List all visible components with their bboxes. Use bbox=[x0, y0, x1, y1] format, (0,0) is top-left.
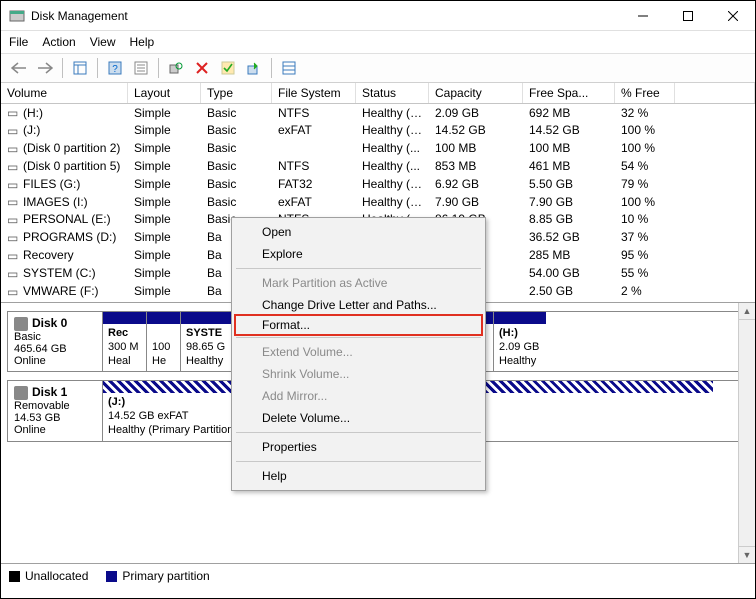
forward-button[interactable] bbox=[33, 57, 57, 79]
partition[interactable]: (H:)2.09 GBHealthy bbox=[494, 312, 546, 371]
table-row[interactable]: ▭(H:)SimpleBasicNTFSHealthy (P...2.09 GB… bbox=[1, 104, 755, 122]
scroll-down-icon[interactable]: ▼ bbox=[739, 546, 755, 563]
legend-unallocated: Unallocated bbox=[9, 569, 88, 583]
menubar: File Action View Help bbox=[1, 31, 755, 54]
show-hide-button[interactable] bbox=[68, 57, 92, 79]
menu-help[interactable]: Help bbox=[130, 35, 155, 49]
svg-text:?: ? bbox=[112, 64, 118, 75]
refresh-button[interactable] bbox=[164, 57, 188, 79]
col-volume[interactable]: Volume bbox=[1, 83, 128, 103]
legend: Unallocated Primary partition bbox=[1, 564, 755, 588]
toolbar: ? bbox=[1, 54, 755, 83]
menu-action[interactable]: Action bbox=[42, 35, 75, 49]
column-headers: Volume Layout Type File System Status Ca… bbox=[1, 83, 755, 104]
table-row[interactable]: ▭(J:)SimpleBasicexFATHealthy (P...14.52 … bbox=[1, 122, 755, 140]
menu-item-change-drive-letter-and-paths[interactable]: Change Drive Letter and Paths... bbox=[234, 294, 483, 316]
delete-icon[interactable] bbox=[190, 57, 214, 79]
partition[interactable]: 100He bbox=[147, 312, 181, 371]
menu-item-format[interactable]: Format... bbox=[234, 314, 483, 336]
menu-item-help[interactable]: Help bbox=[234, 465, 483, 487]
disk-info: Disk 0Basic465.64 GBOnline bbox=[8, 312, 103, 371]
legend-primary: Primary partition bbox=[106, 569, 209, 583]
disk-management-window: Disk Management File Action View Help ? … bbox=[0, 0, 756, 599]
col-free[interactable]: Free Spa... bbox=[523, 83, 615, 103]
menu-item-properties[interactable]: Properties bbox=[234, 436, 483, 458]
menu-file[interactable]: File bbox=[9, 35, 28, 49]
back-button[interactable] bbox=[7, 57, 31, 79]
check-icon[interactable] bbox=[216, 57, 240, 79]
col-type[interactable]: Type bbox=[201, 83, 272, 103]
menu-item-shrink-volume: Shrink Volume... bbox=[234, 363, 483, 385]
menu-item-mark-partition-as-active: Mark Partition as Active bbox=[234, 272, 483, 294]
table-row[interactable]: ▭FILES (G:)SimpleBasicFAT32Healthy (P...… bbox=[1, 175, 755, 193]
col-filesystem[interactable]: File System bbox=[272, 83, 356, 103]
context-menu: OpenExplore Mark Partition as ActiveChang… bbox=[231, 217, 486, 491]
menu-item-delete-volume[interactable]: Delete Volume... bbox=[234, 407, 483, 429]
scrollbar[interactable]: ▲ ▼ bbox=[738, 303, 755, 563]
menu-item-explore[interactable]: Explore bbox=[234, 243, 483, 265]
rescan-icon[interactable] bbox=[242, 57, 266, 79]
scroll-up-icon[interactable]: ▲ bbox=[739, 303, 755, 320]
minimize-button[interactable] bbox=[620, 1, 665, 30]
menu-view[interactable]: View bbox=[90, 35, 116, 49]
list-view-icon[interactable] bbox=[277, 57, 301, 79]
help-button[interactable]: ? bbox=[103, 57, 127, 79]
menu-item-extend-volume: Extend Volume... bbox=[234, 341, 483, 363]
menu-item-add-mirror: Add Mirror... bbox=[234, 385, 483, 407]
maximize-button[interactable] bbox=[665, 1, 710, 30]
disk-info: Disk 1Removable14.53 GBOnline bbox=[8, 381, 103, 440]
properties-button[interactable] bbox=[129, 57, 153, 79]
table-row[interactable]: ▭(Disk 0 partition 2)SimpleBasicHealthy … bbox=[1, 140, 755, 158]
window-title: Disk Management bbox=[31, 9, 128, 23]
app-icon bbox=[9, 8, 25, 24]
table-row[interactable]: ▭(Disk 0 partition 5)SimpleBasicNTFSHeal… bbox=[1, 157, 755, 175]
col-layout[interactable]: Layout bbox=[128, 83, 201, 103]
partition[interactable]: Rec300 MHeal bbox=[103, 312, 147, 371]
table-row[interactable]: ▭IMAGES (I:)SimpleBasicexFATHealthy (P..… bbox=[1, 193, 755, 211]
menu-item-open[interactable]: Open bbox=[234, 221, 483, 243]
statusbar bbox=[1, 588, 755, 598]
col-status[interactable]: Status bbox=[356, 83, 429, 103]
col-pct[interactable]: % Free bbox=[615, 83, 675, 103]
close-button[interactable] bbox=[710, 1, 755, 30]
col-capacity[interactable]: Capacity bbox=[429, 83, 523, 103]
titlebar: Disk Management bbox=[1, 1, 755, 31]
